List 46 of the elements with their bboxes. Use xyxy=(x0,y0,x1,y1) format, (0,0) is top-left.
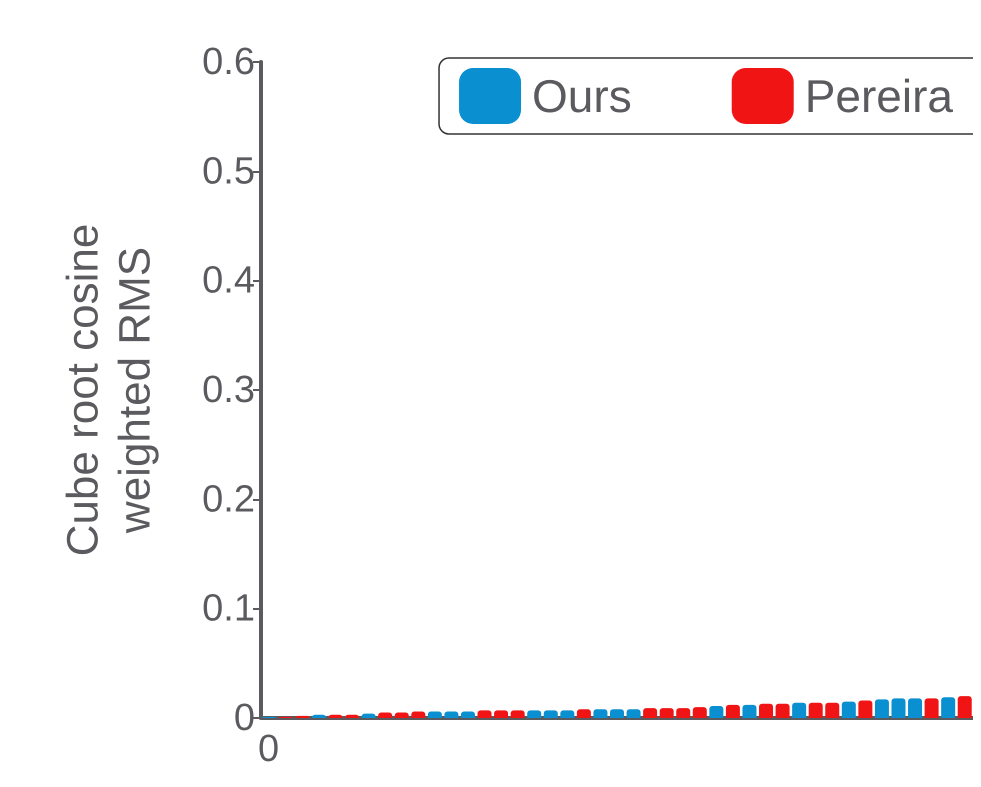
y-tick-label: 0.3 xyxy=(202,369,255,411)
bar xyxy=(742,704,756,718)
bar xyxy=(560,710,574,718)
bar xyxy=(709,706,724,718)
bar xyxy=(626,709,641,718)
bar xyxy=(808,702,823,718)
y-tick-label: 0.4 xyxy=(202,260,255,302)
legend-label: Ours xyxy=(532,70,632,122)
bar xyxy=(776,704,790,718)
bar xyxy=(726,704,740,718)
bar xyxy=(692,707,707,718)
bar xyxy=(825,702,840,718)
bar xyxy=(842,702,856,718)
y-tick-label: 0.2 xyxy=(202,478,255,520)
bar xyxy=(576,709,591,718)
bar xyxy=(544,710,558,718)
bar xyxy=(924,698,939,718)
bar xyxy=(610,709,624,718)
bar xyxy=(676,708,690,718)
y-tick-label: 0.1 xyxy=(202,588,255,630)
y-tick-label: 0 xyxy=(234,697,255,739)
bar xyxy=(460,711,475,718)
bar xyxy=(891,698,906,718)
bar xyxy=(941,697,956,718)
bar xyxy=(444,711,458,718)
y-axis-title: Cube root cosine weighted RMS xyxy=(58,224,160,556)
bar xyxy=(411,711,426,718)
bar xyxy=(428,711,442,718)
y-tick-label: 0.6 xyxy=(202,41,255,83)
bar xyxy=(759,704,774,718)
bar xyxy=(958,696,972,718)
bar xyxy=(394,712,409,718)
bar xyxy=(593,709,608,718)
bar xyxy=(643,708,658,718)
bar xyxy=(378,712,392,718)
bar xyxy=(660,708,674,718)
bar xyxy=(478,710,492,718)
legend-label: Pereira xyxy=(804,70,954,122)
bar xyxy=(792,702,806,718)
bar xyxy=(510,710,525,718)
bar xyxy=(494,710,508,718)
bar xyxy=(858,700,872,718)
y-tick-label: 0.5 xyxy=(202,150,255,192)
bar xyxy=(874,699,889,718)
bar xyxy=(908,698,922,718)
bar xyxy=(527,710,542,718)
